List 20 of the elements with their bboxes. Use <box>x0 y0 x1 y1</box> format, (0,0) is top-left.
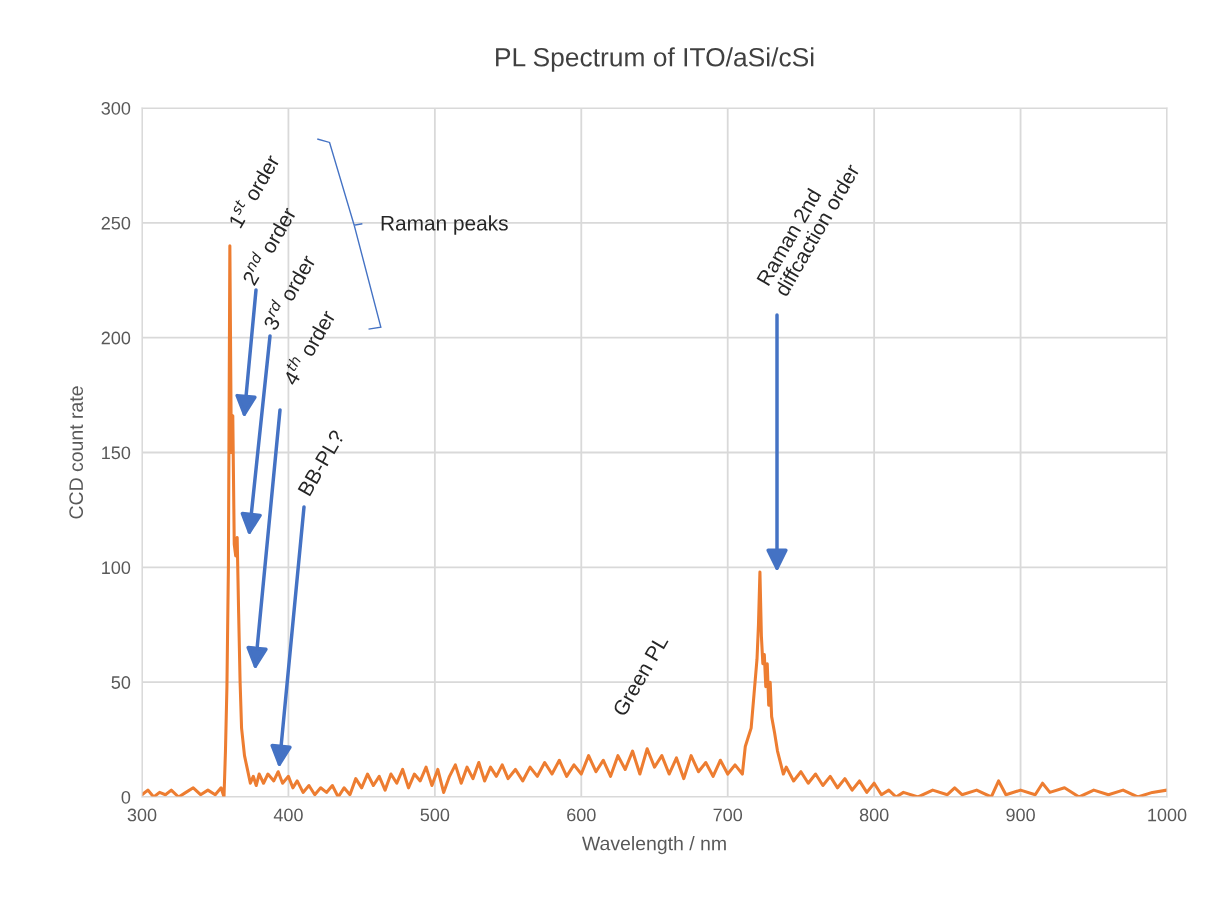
chart-title: PL Spectrum of ITO/aSi/cSi <box>496 47 814 72</box>
x-tick-label: 1000 <box>1148 808 1187 822</box>
annotation: 4$^{th}$ order <box>282 310 336 387</box>
x-tick-label: 500 <box>420 808 450 822</box>
x-axis-title: Wavelength / nm <box>582 836 726 855</box>
y-tick-label: 150 <box>102 446 131 460</box>
x-tick-label: 400 <box>273 808 303 822</box>
y-tick-label: 50 <box>111 676 131 689</box>
x-tick-label: 800 <box>859 808 889 822</box>
annotation: Raman peaks <box>381 215 508 235</box>
x-tick-label: 900 <box>1006 808 1035 822</box>
y-tick-label: 300 <box>101 101 131 115</box>
x-tick-label: 600 <box>567 808 596 822</box>
y-tick-label: 250 <box>101 216 131 230</box>
y-tick-label: 0 <box>121 790 131 804</box>
x-tick-label: 300 <box>127 808 157 822</box>
y-tick-label: 200 <box>101 331 131 345</box>
y-tick-label: 100 <box>102 561 131 575</box>
x-tick-label: 700 <box>713 808 743 822</box>
y-axis-title: CCD count rate <box>69 386 84 519</box>
